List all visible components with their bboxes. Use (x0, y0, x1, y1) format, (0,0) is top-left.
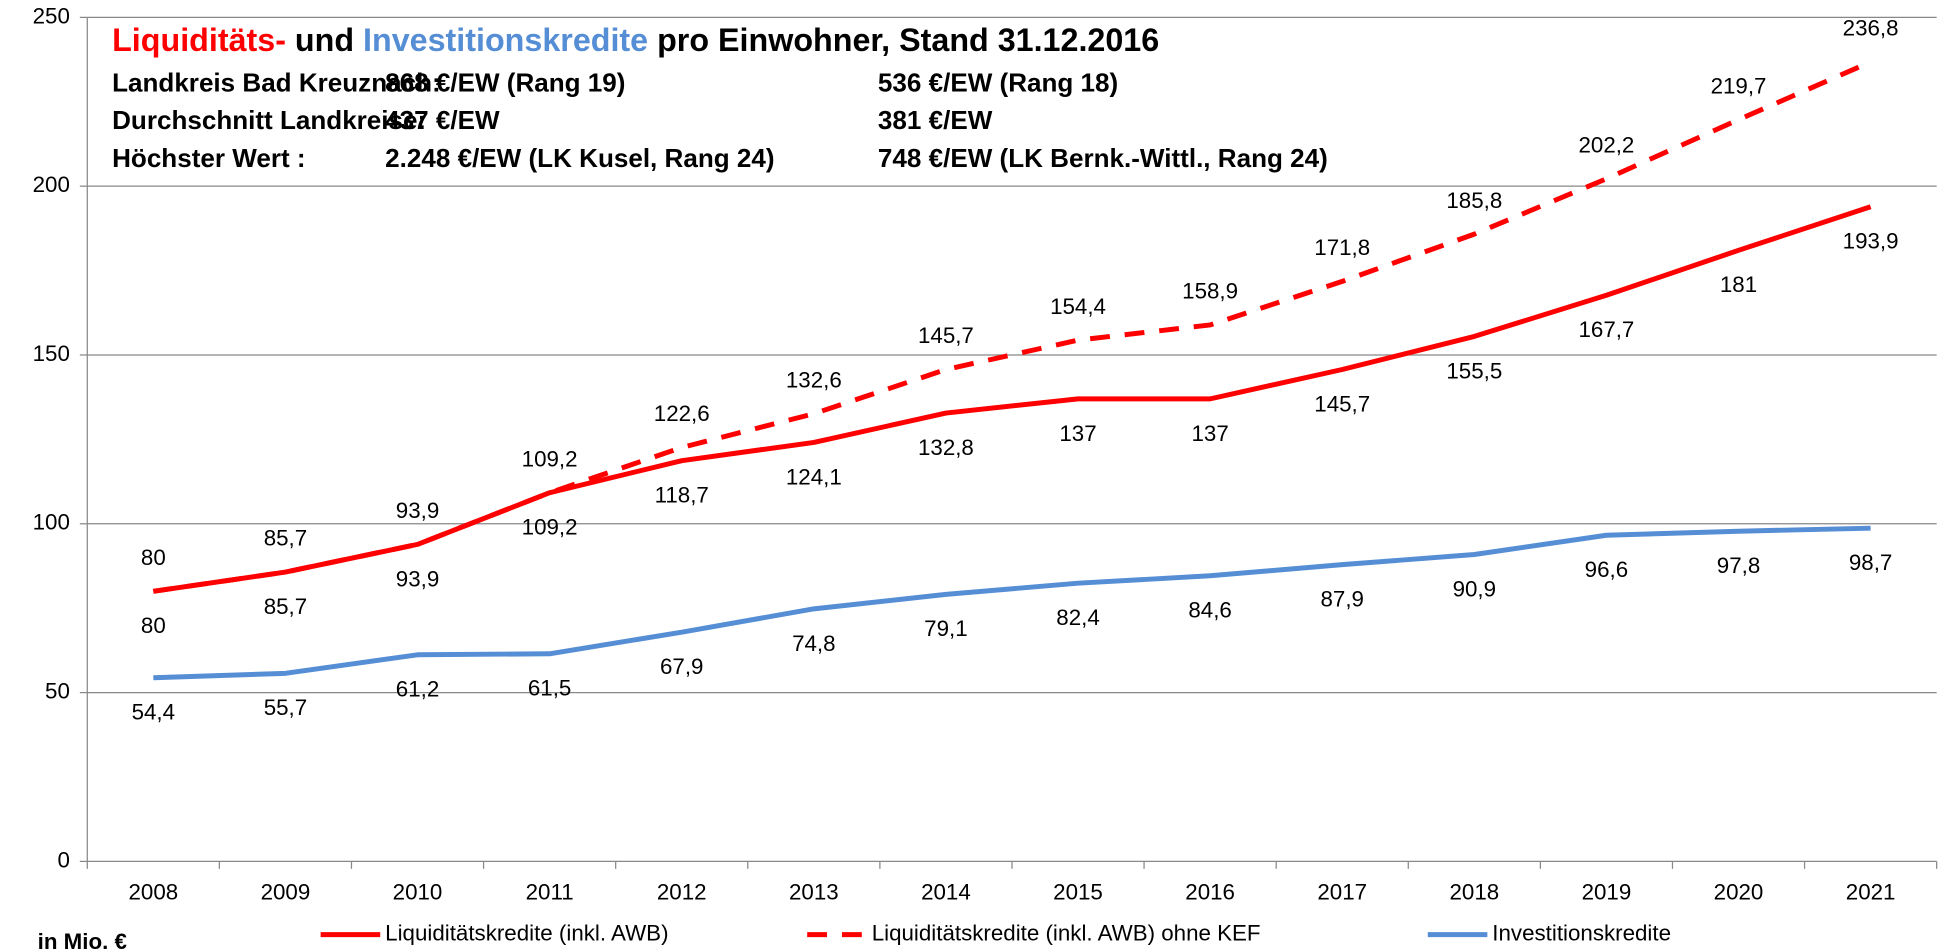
data-label: 98,7 (1849, 550, 1892, 575)
x-tick-label: 2015 (1053, 880, 1103, 905)
data-label: 145,7 (1314, 391, 1370, 416)
data-label: 124,1 (786, 464, 842, 489)
data-label: 122,6 (654, 401, 710, 426)
data-label: 97,8 (1717, 553, 1760, 578)
x-tick-label: 2020 (1714, 880, 1764, 905)
y-unit-label: in Mio. € (38, 929, 128, 952)
x-tick-label: 2011 (526, 880, 574, 905)
series-line (153, 525, 1871, 681)
data-label: 61,5 (528, 676, 571, 701)
legend-label: Liquiditätskredite (inkl. AWB) ohne KEF (872, 921, 1261, 946)
data-label: 109,2 (522, 515, 578, 540)
data-label: 236,8 (1843, 16, 1899, 41)
data-label: 132,6 (786, 367, 842, 392)
x-tick-label: 2018 (1449, 880, 1499, 905)
y-tick-label: 50 (45, 678, 70, 703)
data-label: 80 (141, 613, 166, 638)
title-part: Investitionskredite (363, 22, 648, 58)
x-tick-label: 2017 (1317, 880, 1367, 905)
data-label: 93,9 (396, 498, 439, 523)
series-line (152, 204, 1872, 594)
y-tick-label: 100 (33, 510, 70, 535)
data-label: 82,4 (1056, 605, 1099, 630)
y-tick-label: 250 (33, 3, 70, 28)
data-label: 167,7 (1578, 317, 1634, 342)
x-tick-label: 2009 (261, 880, 311, 905)
data-label: 85,7 (264, 526, 307, 551)
title-part: Liquiditäts- (112, 22, 286, 58)
info-blue: 748 €/EW (LK Bernk.-Wittl., Rang 24) (878, 143, 1328, 173)
data-label: 202,2 (1578, 132, 1634, 157)
info-red: 437 €/EW (385, 105, 500, 135)
data-label: 87,9 (1320, 587, 1363, 612)
y-tick-label: 0 (57, 847, 69, 872)
data-label: 155,5 (1446, 358, 1502, 383)
data-label: 185,8 (1446, 188, 1502, 213)
x-tick-label: 2021 (1846, 880, 1896, 905)
x-tick-label: 2012 (657, 880, 707, 905)
x-tick-label: 2010 (393, 880, 443, 905)
data-label: 137 (1059, 421, 1096, 446)
data-label: 171,8 (1314, 235, 1370, 260)
x-tick-label: 2019 (1582, 880, 1632, 905)
info-label: Landkreis Bad Kreuznach: (112, 67, 441, 97)
info-red: 2.248 €/EW (LK Kusel, Rang 24) (385, 143, 774, 173)
data-label: 84,6 (1188, 598, 1231, 623)
info-blue: 536 €/EW (Rang 18) (878, 67, 1118, 97)
title-part: und (286, 22, 363, 58)
chart-title: Liquiditäts- und Investitionskredite pro… (112, 22, 1159, 58)
data-label: 109,2 (522, 446, 578, 471)
info-blue: 381 €/EW (878, 105, 993, 135)
data-label: 137 (1191, 421, 1228, 446)
data-label: 79,1 (924, 616, 967, 641)
y-tick-label: 150 (33, 341, 70, 366)
data-label: 93,9 (396, 566, 439, 591)
legend-label: Investitionskredite (1492, 921, 1671, 946)
y-tick-label: 200 (33, 172, 70, 197)
info-red: 868 €/EW (Rang 19) (385, 67, 625, 97)
data-label: 158,9 (1182, 279, 1238, 304)
x-tick-label: 2013 (789, 880, 839, 905)
data-label: 219,7 (1711, 73, 1767, 98)
data-label: 55,7 (264, 695, 307, 720)
data-label: 67,9 (660, 654, 703, 679)
title-part: pro Einwohner, Stand 31.12.2016 (648, 22, 1159, 58)
x-tick-label: 2014 (921, 880, 971, 905)
data-label: 132,8 (918, 435, 974, 460)
data-label: 154,4 (1050, 294, 1106, 319)
data-label: 74,8 (792, 631, 835, 656)
x-tick-label: 2016 (1185, 880, 1235, 905)
data-label: 90,9 (1453, 576, 1496, 601)
legend-label: Liquiditätskredite (inkl. AWB) (385, 921, 668, 946)
info-label: Höchster Wert : (112, 143, 305, 173)
data-label: 118,7 (655, 483, 709, 508)
data-label: 145,7 (918, 323, 974, 348)
data-label: 54,4 (132, 700, 175, 725)
data-label: 61,2 (396, 677, 439, 702)
data-label: 181 (1720, 272, 1757, 297)
data-label: 193,9 (1843, 229, 1899, 254)
data-label: 85,7 (264, 594, 307, 619)
data-label: 80 (141, 545, 166, 570)
info-label: Durchschnitt Landkreise: (112, 105, 426, 135)
x-tick-label: 2008 (128, 880, 178, 905)
data-label: 96,6 (1585, 557, 1628, 582)
